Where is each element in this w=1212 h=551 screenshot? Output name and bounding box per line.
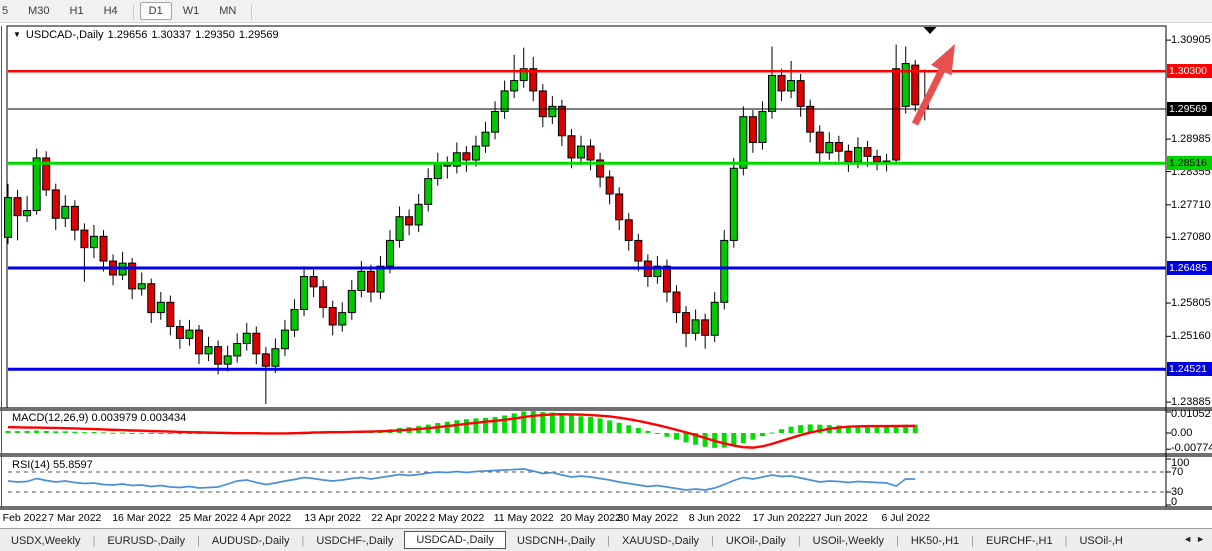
date-axis-label: 16 Mar 2022 <box>112 512 172 524</box>
date-axis-label: 17 Jun 2022 <box>752 512 811 524</box>
date-axis-label: 13 Apr 2022 <box>304 512 361 524</box>
price-badge-green: 1.28516 <box>1167 156 1212 171</box>
price-badge-blue: 1.24521 <box>1167 362 1212 377</box>
tab-separator: | <box>607 534 611 547</box>
chart-title: ▼ USDCAD-,Daily 1.29656 1.30337 1.29350 1.295… <box>13 29 283 41</box>
timeframe-button-h1[interactable]: H1 <box>69 5 84 17</box>
date-axis-label: 2 May 2022 <box>429 512 485 524</box>
date-axis-label: 8 Jun 2022 <box>688 512 741 524</box>
tab-ukoil-daily[interactable]: UKOil-,Daily <box>725 534 786 547</box>
date-axis-label: 30 May 2022 <box>617 512 679 524</box>
date-axis-label: 27 Jun 2022 <box>809 512 868 524</box>
tab-scroll-buttons[interactable]: ◄► <box>1183 534 1209 544</box>
trend-arrow-annotation[interactable] <box>911 44 955 126</box>
rsi-axis-label: 0 <box>1171 496 1178 508</box>
tab-hk50-h1[interactable]: HK50-,H1 <box>910 534 960 547</box>
timeframe-button-5[interactable]: 5 <box>2 5 9 17</box>
toolbar-separator <box>251 3 253 19</box>
tab-xauusd-daily[interactable]: XAUUSD-,Daily <box>622 534 700 547</box>
price-panel-frame <box>6 25 1167 409</box>
price-axis-label: 1.25160 <box>1171 330 1211 343</box>
tab-usdcnh-daily[interactable]: USDCNH-,Daily <box>516 534 596 547</box>
macd-axis-label: 0.00 <box>1171 427 1193 439</box>
tab-separator: | <box>301 534 305 547</box>
timeframe-toolbar: 5 M30 H1 H4 D1 W1 MN <box>0 0 1212 23</box>
price-axis-label: 1.27080 <box>1171 231 1211 244</box>
candles-layer <box>4 44 929 404</box>
rsi-axis-label: 100 <box>1171 457 1190 469</box>
price-axis-label: 1.27710 <box>1171 198 1211 211</box>
tab-separator: | <box>797 534 801 547</box>
toolbar-separator <box>132 3 134 19</box>
price-badge-black: 1.29569 <box>1167 102 1212 116</box>
date-axis-label: 20 May 2022 <box>560 512 621 524</box>
price-axis-label: 1.23885 <box>1171 396 1211 409</box>
timeframe-button-w1[interactable]: W1 <box>182 5 200 17</box>
date-axis-label: 25 Feb 2022 <box>0 512 48 524</box>
date-axis-label: 6 Jul 2022 <box>881 512 930 524</box>
timeframe-button-mn[interactable]: MN <box>219 5 237 17</box>
price-axis-label: 1.28985 <box>1171 133 1211 146</box>
price-badge-blue: 1.26485 <box>1167 261 1212 275</box>
tab-separator: | <box>971 534 974 547</box>
tab-audusd-daily[interactable]: AUDUSD-,Daily <box>211 534 290 547</box>
rsi-line <box>7 468 916 491</box>
ohlc-low: 1.29350 <box>195 29 235 41</box>
macd-signal-line <box>7 412 916 449</box>
price-badge-red: 1.30300 <box>1167 64 1212 79</box>
tab-separator: | <box>895 534 899 547</box>
ohlc-close: 1.29569 <box>238 29 279 41</box>
ohlc-high: 1.30337 <box>151 29 192 41</box>
tab-usdcad-daily[interactable]: USDCAD-,Daily <box>404 531 506 549</box>
symbol-tabs-bar: USDX,Weekly | EURUSD-,Daily | AUDUSD-,Daily |… <box>0 528 1212 551</box>
rsi-indicator-label: RSI(14) 55.8597 <box>12 459 93 471</box>
tab-usoil-weekly[interactable]: USOil-,Weekly <box>812 534 884 547</box>
date-axis-label: 4 Apr 2022 <box>240 512 292 524</box>
tab-separator: | <box>711 534 714 547</box>
tab-usdx-weekly[interactable]: USDX,Weekly <box>11 534 81 547</box>
price-axis-label: 1.30905 <box>1171 34 1211 47</box>
chevron-down-icon[interactable]: ▼ <box>13 30 21 39</box>
macd-indicator-label: MACD(12,26,9) 0.003979 0.003434 <box>12 412 187 424</box>
date-axis-label: 25 Mar 2022 <box>179 512 239 524</box>
object-marker-triangle-icon[interactable] <box>923 27 937 34</box>
date-axis-label: 7 Mar 2022 <box>48 512 102 524</box>
timeframe-button-d1[interactable]: D1 <box>139 2 172 20</box>
timeframe-button-m30[interactable]: M30 <box>28 5 50 17</box>
tab-separator: | <box>196 534 200 547</box>
macd-panel <box>5 411 918 449</box>
tab-eurusd-daily[interactable]: EURUSD-,Daily <box>107 534 185 547</box>
rsi-axis-label: 30 <box>1171 486 1184 498</box>
tab-usdchf-daily[interactable]: USDCHF-,Daily <box>316 534 394 547</box>
date-axis-label: 11 May 2022 <box>493 512 554 524</box>
price-axis-label: 1.25805 <box>1171 297 1211 310</box>
tab-separator: | <box>1064 534 1068 547</box>
tab-usoil-h[interactable]: USOil-,H <box>1079 534 1123 547</box>
timeframe-button-h4[interactable]: H4 <box>103 5 118 17</box>
macd-axis-label: -0.007744 <box>1171 442 1212 454</box>
tab-eurchf-h1[interactable]: EURCHF-,H1 <box>986 534 1053 547</box>
chart-symbol: USDCAD-,Daily <box>25 29 104 41</box>
date-axis-label: 22 Apr 2022 <box>371 512 428 524</box>
rsi-axis-label: 70 <box>1171 466 1184 478</box>
ohlc-open: 1.29656 <box>107 29 148 41</box>
tab-separator: | <box>92 534 96 547</box>
macd-axis-label: 0.01052 <box>1171 408 1211 420</box>
rsi-panel <box>7 468 1166 493</box>
